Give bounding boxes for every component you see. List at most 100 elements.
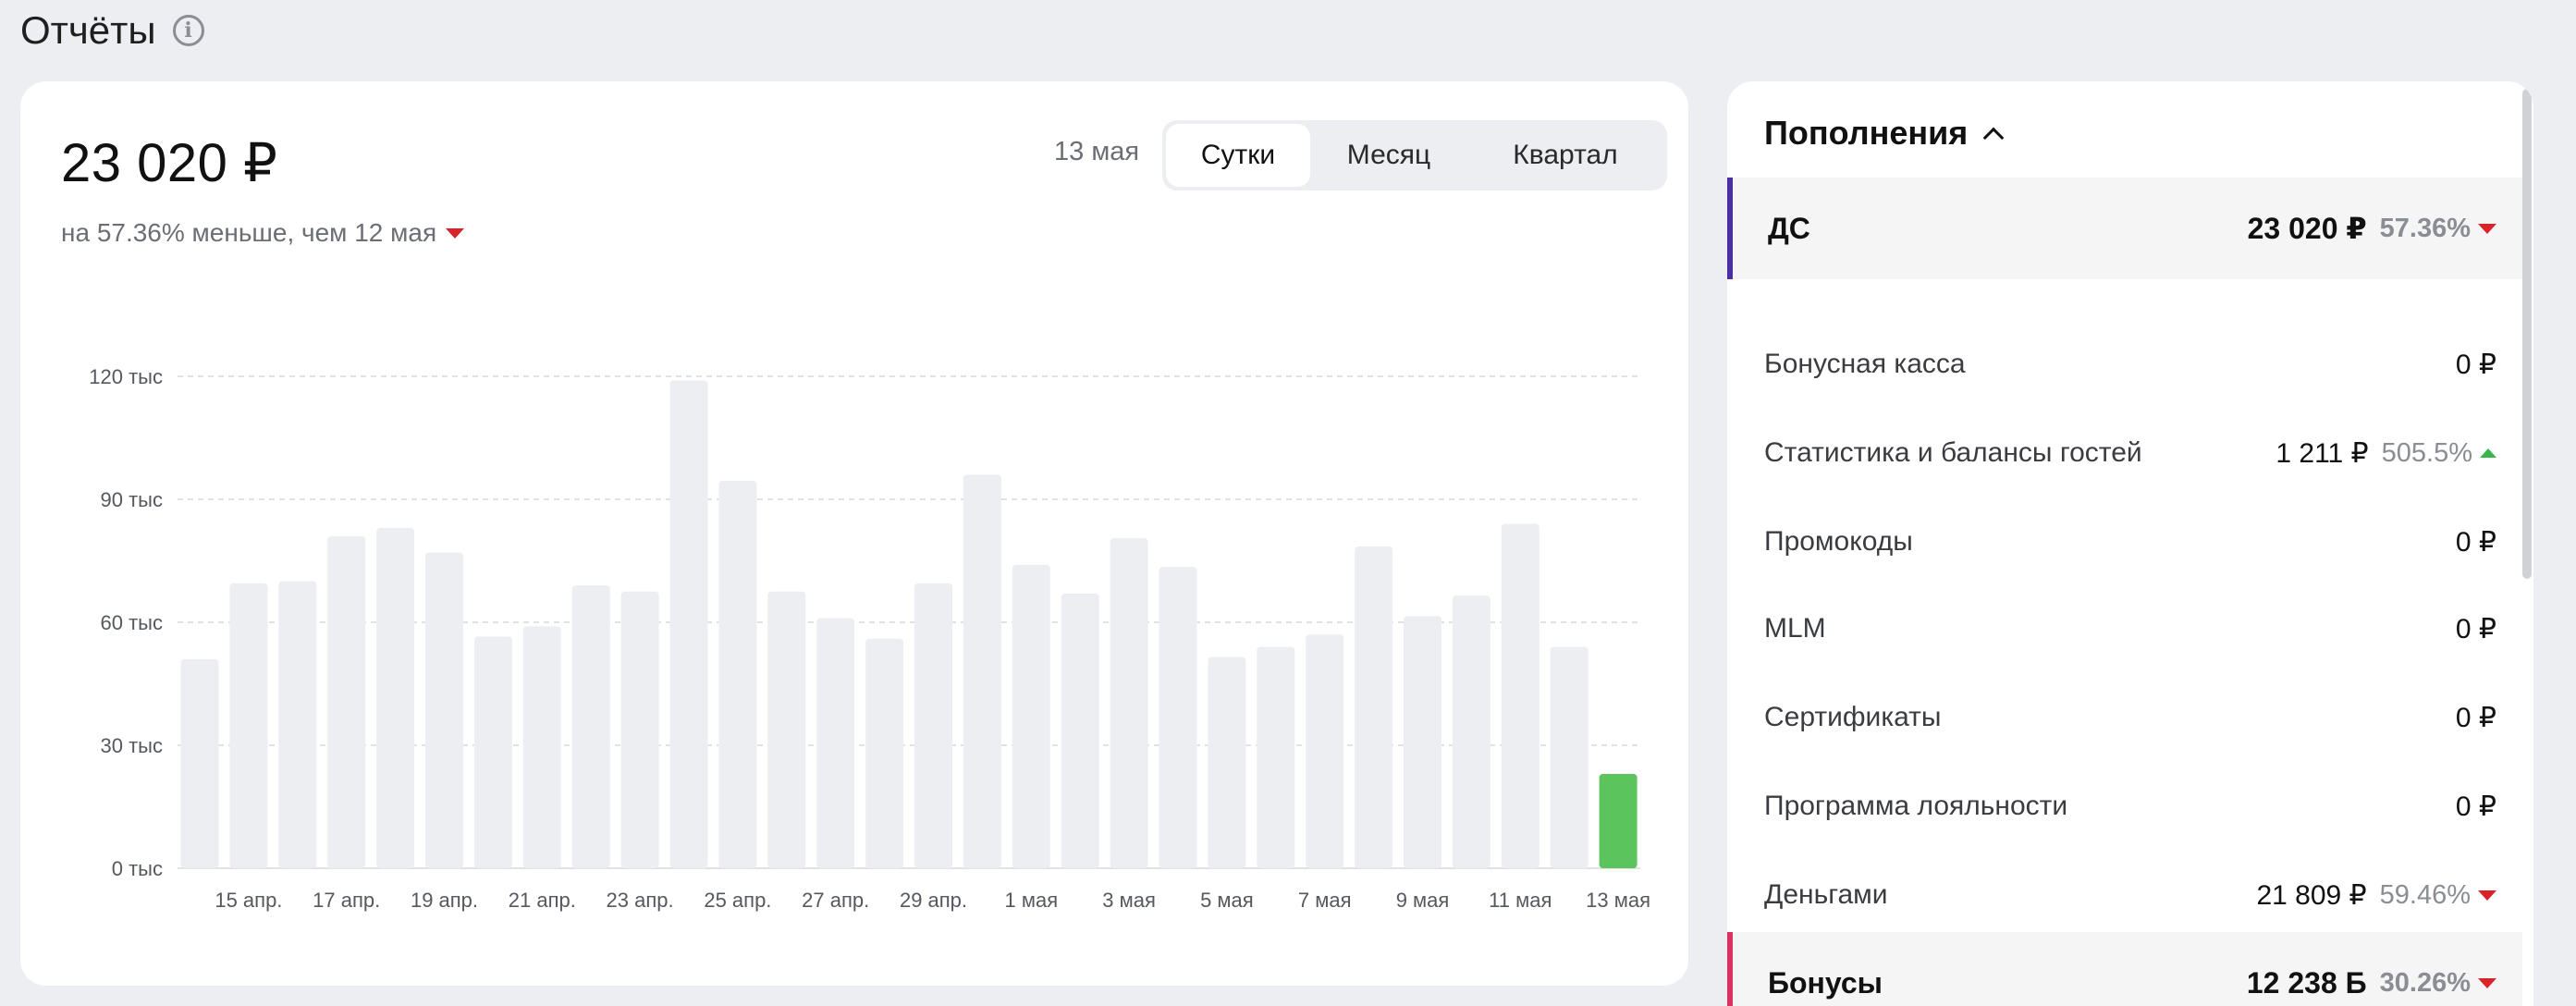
total-amount: 23 020 ₽ [61, 133, 278, 193]
scrollbar[interactable] [2522, 89, 2532, 579]
row-value: 21 809 ₽ [2256, 879, 2367, 911]
bar[interactable] [1159, 567, 1197, 868]
bar[interactable] [767, 591, 806, 868]
row-label: MLM [1764, 613, 1826, 644]
x-tick-label: 9 мая [1396, 889, 1450, 912]
group-accent-stripe [1727, 178, 1733, 279]
period-month-button[interactable]: Месяц [1346, 140, 1431, 170]
bar[interactable] [1208, 656, 1246, 868]
bar[interactable] [816, 618, 855, 868]
row-values: 1 211 ₽ 505.5% [2275, 437, 2496, 470]
comparison-line: на 57.36% меньше, чем 12 мая [61, 218, 465, 248]
x-tick-label: 23 апр. [607, 889, 674, 912]
row-percent: 59.46% [2380, 880, 2496, 911]
x-tick-label: 29 апр. [900, 889, 967, 912]
trend-down-icon [2478, 223, 2496, 234]
row-value: 12 238 Б [2246, 965, 2367, 1000]
chevron-up-icon [1982, 127, 2005, 149]
bar[interactable] [1501, 523, 1539, 868]
trend-down-icon [2478, 977, 2496, 988]
info-icon[interactable]: i [172, 15, 204, 46]
deposits-title: Пополнения [1764, 114, 1969, 152]
x-tick-label: 3 мая [1102, 889, 1156, 912]
trend-up-icon [2480, 448, 2496, 458]
page-header: Отчёты i [20, 6, 204, 55]
row-percent-text: 30.26% [2379, 967, 2471, 998]
y-tick-label: 0 тыс [112, 857, 163, 880]
bar[interactable] [376, 528, 415, 868]
bar-selected[interactable] [1599, 773, 1638, 868]
row-values: 21 809 ₽ 59.46% [2256, 879, 2496, 912]
deposit-item-row[interactable]: Деньгами 21 809 ₽ 59.46% [1727, 851, 2522, 939]
period-day-button[interactable]: Сутки [1166, 124, 1310, 187]
bar[interactable] [1404, 616, 1441, 868]
deposit-item-row[interactable]: Промокоды 0 ₽ [1727, 497, 2522, 586]
bar[interactable] [1110, 538, 1148, 868]
revenue-bar-chart: 0 тыс 30 тыс 60 тыс 90 тыс 120 тыс 15 апр. 17 … [89, 365, 1650, 912]
bar[interactable] [1061, 593, 1099, 868]
deposit-item-row[interactable]: Программа лояльности 0 ₽ [1727, 762, 2522, 851]
group-accent-stripe [1727, 932, 1733, 1006]
comparison-text: на 57.36% меньше, чем 12 мая [61, 218, 437, 247]
bar[interactable] [669, 380, 708, 868]
bar[interactable] [1306, 634, 1344, 868]
x-tick-label: 17 апр. [313, 889, 380, 912]
page-title: Отчёты [20, 8, 156, 52]
y-tick-label: 30 тыс [101, 734, 163, 757]
bar[interactable] [278, 581, 317, 868]
bar[interactable] [522, 626, 561, 868]
bar[interactable] [963, 474, 1001, 868]
row-percent: 505.5% [2382, 438, 2496, 469]
deposit-group-row[interactable]: Бонусы 12 238 Б 30.26% [1727, 932, 2522, 1006]
bar[interactable] [1452, 595, 1490, 868]
row-value: 0 ₽ [2455, 526, 2496, 558]
bar[interactable] [327, 535, 366, 868]
bar[interactable] [620, 591, 659, 868]
row-values: 23 020 ₽ 57.36% [2248, 211, 2496, 246]
report-chart-card: 23 020 ₽ на 57.36% меньше, чем 12 мая 13… [20, 81, 1688, 986]
row-value: 0 ₽ [2455, 349, 2496, 380]
row-value: 0 ₽ [2455, 791, 2496, 822]
row-percent: 57.36% [2380, 214, 2496, 244]
bar[interactable] [1550, 646, 1589, 868]
x-tick-label: 11 мая [1489, 889, 1552, 912]
trend-down-icon [446, 227, 465, 239]
period-quarter-button[interactable]: Квартал [1513, 140, 1618, 170]
bar[interactable] [1012, 564, 1050, 868]
row-values: 0 ₽ [2456, 702, 2496, 734]
x-tick-label: 15 апр. [215, 889, 282, 912]
row-value: 1 211 ₽ [2275, 437, 2369, 469]
deposit-item-row[interactable]: MLM 0 ₽ [1727, 584, 2522, 673]
row-label: Сертификаты [1764, 702, 1942, 732]
row-percent-text: 57.36% [2379, 213, 2471, 243]
deposit-item-row[interactable]: Статистика и балансы гостей 1 211 ₽ 505.5% [1727, 409, 2522, 497]
bar[interactable] [229, 583, 268, 868]
bar[interactable] [718, 481, 757, 868]
row-percent: 30.26% [2380, 968, 2496, 999]
row-label: Бонусная касса [1764, 349, 1966, 379]
y-tick-label: 120 тыс [89, 365, 163, 388]
x-tick-label: 13 мая [1586, 889, 1650, 912]
deposit-item-row[interactable]: Бонусная касса 0 ₽ [1727, 320, 2522, 409]
x-tick-label: 19 апр. [411, 889, 478, 912]
x-tick-label: 27 апр. [802, 889, 869, 912]
bar[interactable] [473, 636, 512, 868]
bar[interactable] [914, 583, 952, 868]
bar[interactable] [1257, 646, 1295, 868]
deposit-item-row[interactable]: Сертификаты 0 ₽ [1727, 673, 2522, 762]
bar[interactable] [425, 552, 463, 868]
bar[interactable] [865, 638, 904, 868]
row-percent-text: 505.5% [2381, 437, 2472, 468]
row-values: 12 238 Б 30.26% [2247, 966, 2496, 1000]
deposits-panel: Пополнения ДС 23 020 ₽ 57.36% Бонусная касс… [1727, 81, 2533, 1006]
deposits-header[interactable]: Пополнения [1764, 104, 2005, 163]
row-values: 0 ₽ [2456, 349, 2496, 381]
deposit-group-row[interactable]: ДС 23 020 ₽ 57.36% [1727, 178, 2522, 279]
row-label: ДС [1768, 211, 1810, 245]
y-tick-label: 90 тыс [101, 488, 163, 511]
bar[interactable] [571, 585, 610, 868]
x-tick-label: 5 мая [1200, 889, 1254, 912]
bar[interactable] [180, 658, 219, 868]
x-tick-label: 1 мая [1004, 889, 1058, 912]
bar[interactable] [1355, 546, 1393, 868]
